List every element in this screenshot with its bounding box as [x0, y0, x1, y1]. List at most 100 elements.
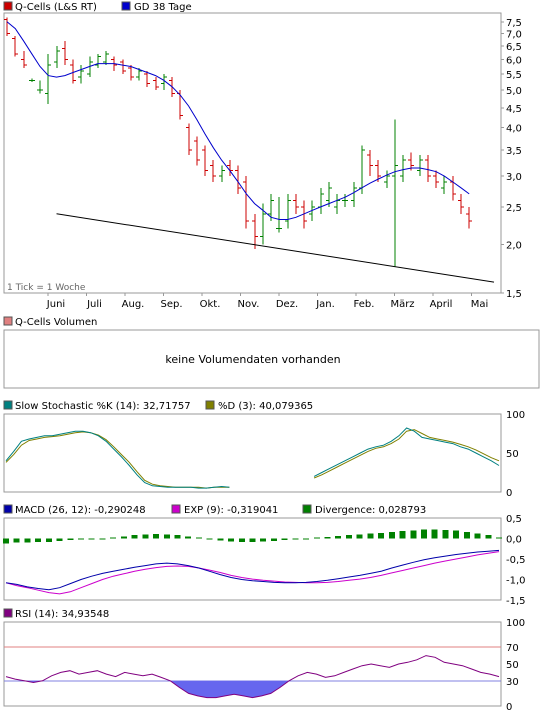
rsi-oversold-fill [6, 680, 499, 698]
price-candles [4, 17, 472, 268]
divergence-bar [453, 530, 460, 539]
x-tick-label: Dez. [276, 299, 298, 310]
divergence-bar [206, 538, 213, 540]
macd-plot-frame [3, 517, 502, 601]
divergence-bar [463, 531, 470, 539]
divergence-bar [120, 536, 127, 539]
divergence-bar [78, 538, 85, 540]
divergence-bar [35, 538, 42, 543]
volume-plot-frame [3, 329, 540, 389]
macd-line [5, 549, 500, 591]
divergence-bar [442, 529, 449, 539]
divergence-bar [399, 531, 406, 539]
divergence-bar [163, 534, 170, 539]
divergence-bar [260, 538, 267, 542]
stoch-y-label: 50 [506, 449, 519, 460]
stoch-y-label: 0 [506, 488, 512, 499]
price-y-label: 2,5 [506, 203, 522, 214]
ma-legend-swatch [121, 1, 131, 11]
rsi-y-label: 50 [506, 660, 519, 671]
divergence-bar [292, 538, 299, 540]
divergence-bar [378, 532, 385, 539]
rsi-legend: RSI (14): 34,93548 [3, 608, 109, 620]
divergence-bar [45, 538, 52, 542]
exp-line [5, 551, 500, 595]
ma-legend-label: GD 38 Tage [134, 2, 192, 13]
divergence-bar [99, 538, 106, 540]
stoch-d-legend-swatch [205, 400, 215, 410]
x-tick-label: Mai [471, 299, 489, 310]
price-legend: Q-Cells (L&S RT) GD 38 Tage [3, 1, 192, 13]
price-y-label: 7,5 [506, 18, 522, 29]
rsi-y-label: 30 [506, 677, 519, 688]
divergence-legend-swatch [302, 504, 312, 514]
rsi-y-label: 0 [506, 702, 512, 710]
price-y-label: 4,5 [506, 104, 522, 115]
divergence-bar [270, 538, 277, 541]
divergence-bars [3, 529, 502, 544]
price-y-label: 5,0 [506, 86, 522, 97]
x-tick-label: Sep. [160, 299, 182, 310]
volume-legend-label: Q-Cells Volumen [15, 317, 97, 328]
divergence-bar [324, 536, 331, 539]
stoch-d-legend-label: %D (3): 40,079365 [218, 401, 313, 412]
price-y-label: 6,5 [506, 42, 522, 53]
divergence-bar [238, 538, 245, 542]
volume-empty-message: keine Volumendaten vorhanden [165, 353, 340, 366]
divergence-bar [217, 538, 224, 541]
x-tick-label: Nov. [238, 299, 260, 310]
divergence-bar [431, 529, 438, 539]
divergence-bar [496, 537, 502, 539]
rsi-plot-frame [3, 621, 502, 707]
macd-y-label: 0,0 [506, 535, 522, 546]
divergence-bar [474, 533, 481, 539]
price-y-label: 3,5 [506, 146, 522, 157]
x-tick-label: April [430, 299, 453, 310]
stoch-k-legend-label: Slow Stochastic %K (14): 32,71757 [15, 401, 191, 412]
price-legend-swatch [3, 1, 13, 11]
rsi-y-axis: 100 70 50 30 0 [506, 618, 525, 713]
divergence-bar [228, 538, 235, 542]
divergence-bar [56, 538, 63, 541]
exp-legend-label: EXP (9): -0,319041 [184, 505, 278, 516]
stoch-k-legend-swatch [3, 400, 13, 410]
divergence-bar [356, 534, 363, 539]
divergence-bar [420, 529, 427, 539]
divergence-bar [335, 536, 342, 539]
x-tick-label: Aug. [122, 299, 145, 310]
x-tick-label: Feb. [354, 299, 375, 310]
price-y-label: 6,0 [506, 55, 522, 66]
divergence-bar [281, 538, 288, 541]
price-y-label: 4,0 [506, 124, 522, 135]
stoch-plot-frame [3, 413, 502, 493]
divergence-bar [388, 531, 395, 539]
macd-y-axis: 0,5 0,0 -0,5 -1,0 -1,5 [506, 514, 526, 607]
price-y-label: 7,0 [506, 29, 522, 40]
x-axis-months: Juni Juli Aug. Sep. Okt. Nov. Dez. Jan. Feb. März… [46, 293, 488, 310]
stoch-y-label: 100 [506, 410, 525, 421]
divergence-bar [110, 537, 117, 539]
divergence-bar [185, 536, 192, 539]
rsi-y-label: 100 [506, 618, 525, 629]
x-tick-label: Juli [86, 299, 102, 310]
macd-legend-swatch [3, 504, 13, 514]
moving-average-line [6, 21, 470, 220]
divergence-bar [345, 535, 352, 539]
tick-note: 1 Tick = 1 Woche [7, 283, 86, 293]
exp-legend-swatch [171, 504, 181, 514]
divergence-bar [313, 537, 320, 539]
divergence-bar [174, 535, 181, 539]
volume-legend-swatch [3, 316, 13, 326]
stoch-y-axis: 100 50 0 [506, 410, 525, 499]
price-y-axis: 7,57,0 6,5 6,0 5,5 5,0 4,5 4,0 3,5 3,0 2,5 2,0 1,5 [501, 18, 522, 300]
divergence-bar [153, 533, 160, 539]
macd-legend: MACD (26, 12): -0,290248 EXP (9): -0,319… [3, 504, 426, 516]
rsi-line [5, 655, 500, 699]
price-y-label: 1,5 [506, 289, 522, 300]
price-legend-label: Q-Cells (L&S RT) [15, 2, 97, 13]
price-y-label: 2,0 [506, 241, 522, 252]
divergence-bar [142, 534, 149, 539]
x-tick-label: Okt. [200, 299, 221, 310]
x-tick-label: Jan. [315, 299, 335, 310]
x-tick-label: März [390, 299, 414, 310]
